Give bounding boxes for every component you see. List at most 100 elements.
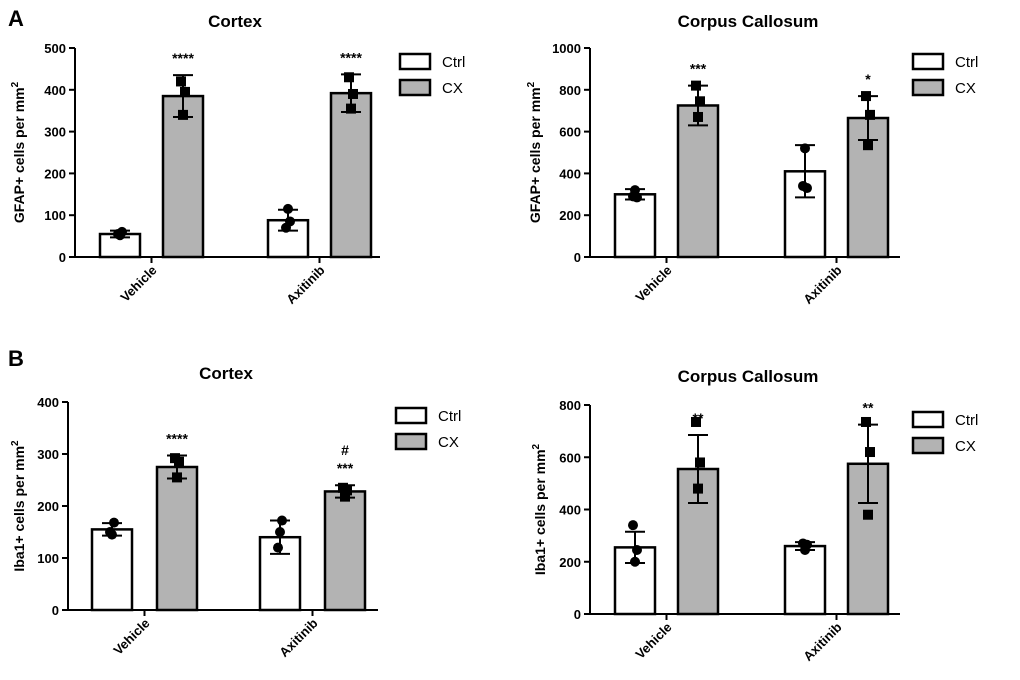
bar-cx-axitinib xyxy=(323,490,367,612)
y-tick-label: 0 xyxy=(574,250,581,265)
y-tick-label: 100 xyxy=(44,208,66,223)
y-tick-label: 800 xyxy=(559,83,581,98)
bar-ctrl-vehicle xyxy=(90,528,134,612)
bar-cx-vehicle xyxy=(676,104,720,259)
bar-cx-vehicle xyxy=(155,465,199,612)
chart-gfap-corpus-callosum: Corpus Callosum 0 200 400 600 800 1000 GFAP+ ce… xyxy=(526,12,978,307)
data-point xyxy=(861,91,871,102)
legend-swatch-ctrl xyxy=(911,410,945,429)
x-category-label: Vehicle xyxy=(632,620,674,662)
data-point xyxy=(277,515,287,526)
panel-label-a: A xyxy=(8,6,24,31)
x-category-label: Axitinib xyxy=(800,619,844,663)
legend-label-cx: CX xyxy=(438,434,459,451)
data-point xyxy=(800,143,810,154)
y-tick-label: 0 xyxy=(574,607,581,622)
significance-label: **** xyxy=(166,431,188,447)
data-point xyxy=(865,109,875,120)
y-tick-label: 500 xyxy=(44,41,66,56)
data-point xyxy=(117,226,127,237)
y-tick-label: 300 xyxy=(37,447,59,462)
legend-label-ctrl: Ctrl xyxy=(955,54,978,71)
data-point xyxy=(340,491,350,502)
data-point xyxy=(348,88,358,99)
data-point xyxy=(180,86,190,97)
data-point xyxy=(176,76,186,87)
bar-ctrl-axitinib xyxy=(783,544,827,616)
y-tick-label: 200 xyxy=(44,166,66,181)
x-category-label: Axitinib xyxy=(283,262,327,306)
chart-iba1-cortex: Cortex 0 100 200 300 400 Iba1+ cells per mm2 Ve… xyxy=(10,364,461,660)
y-tick-label: 200 xyxy=(559,208,581,223)
legend-swatch-cx xyxy=(911,78,945,97)
data-point xyxy=(861,416,871,427)
y-tick-label: 400 xyxy=(44,83,66,98)
data-point xyxy=(109,517,119,528)
y-tick-label: 400 xyxy=(559,166,581,181)
x-category-label: Axitinib xyxy=(800,262,844,306)
y-tick-label: 200 xyxy=(37,499,59,514)
x-category-label: Vehicle xyxy=(632,263,674,305)
bar-ctrl-vehicle xyxy=(613,193,657,259)
y-tick-label: 0 xyxy=(59,250,66,265)
y-tick-label: 800 xyxy=(559,398,581,413)
data-point xyxy=(630,556,640,567)
data-point xyxy=(695,96,705,107)
data-point xyxy=(802,183,812,194)
y-tick-label: 400 xyxy=(559,503,581,518)
data-point xyxy=(344,72,354,83)
data-point xyxy=(346,103,356,114)
data-point xyxy=(275,527,285,537)
legend-swatch-cx xyxy=(911,436,945,455)
y-tick-label: 400 xyxy=(37,395,59,410)
legend-label-ctrl: Ctrl xyxy=(955,412,978,429)
x-category-label: Axitinib xyxy=(276,615,320,659)
y-tick-label: 200 xyxy=(559,555,581,570)
data-point xyxy=(632,544,642,555)
data-point xyxy=(283,203,293,214)
significance-label: ** xyxy=(693,410,704,426)
data-point xyxy=(285,216,295,227)
x-category-label: Vehicle xyxy=(110,616,152,658)
data-point xyxy=(174,456,184,467)
legend-swatch-ctrl xyxy=(394,406,428,425)
legend-label-ctrl: Ctrl xyxy=(438,408,461,425)
data-point xyxy=(863,509,873,520)
data-point xyxy=(863,140,873,151)
significance-label: **** xyxy=(340,49,362,65)
data-point xyxy=(691,80,701,91)
chart-title: Cortex xyxy=(199,364,253,383)
y-axis-label: Iba1+ cells per mm2 xyxy=(531,443,548,575)
legend-swatch-cx xyxy=(394,432,428,451)
x-category-label: Vehicle xyxy=(117,263,159,305)
y-axis-label: GFAP+ cells per mm2 xyxy=(10,81,27,223)
legend-swatch-ctrl xyxy=(911,52,945,71)
significance-label: **** xyxy=(172,50,194,66)
significance-label: ** xyxy=(863,400,874,416)
legend-swatch-cx xyxy=(398,78,432,97)
data-point xyxy=(342,485,352,496)
data-point xyxy=(628,520,638,531)
significance-label: * xyxy=(865,71,871,87)
y-axis-label: Iba1+ cells per mm2 xyxy=(10,440,27,572)
bar-cx-vehicle xyxy=(161,94,205,259)
data-point xyxy=(693,111,703,122)
data-point xyxy=(178,109,188,120)
data-point xyxy=(865,447,875,458)
significance-mark: # xyxy=(341,442,349,458)
legend-label-cx: CX xyxy=(955,438,976,455)
data-point xyxy=(693,483,703,494)
data-point xyxy=(632,192,642,203)
y-axis-label: GFAP+ cells per mm2 xyxy=(526,81,543,223)
y-tick-label: 0 xyxy=(52,603,59,618)
chart-title: Corpus Callosum xyxy=(678,12,819,31)
y-tick-label: 100 xyxy=(37,551,59,566)
legend-label-cx: CX xyxy=(955,80,976,97)
significance-label: *** xyxy=(690,61,707,77)
legend-label-cx: CX xyxy=(442,80,463,97)
chart-title: Cortex xyxy=(208,12,262,31)
significance-label: *** xyxy=(337,460,354,476)
y-tick-label: 600 xyxy=(559,125,581,140)
chart-gfap-cortex: Cortex 0 100 200 300 400 500 GFAP+ cells per mm… xyxy=(10,12,465,307)
